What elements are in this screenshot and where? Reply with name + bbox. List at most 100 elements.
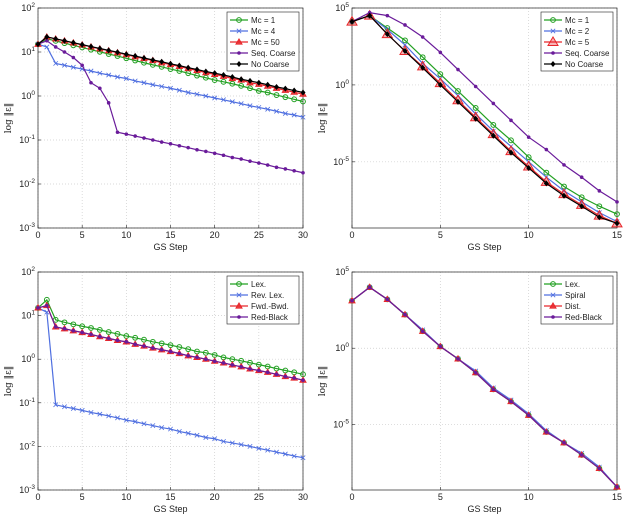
x-tick-label: 10 [121, 230, 131, 240]
marker [124, 132, 129, 136]
marker [115, 338, 120, 343]
x-tick-label: 15 [165, 492, 175, 502]
marker [62, 62, 67, 68]
marker-stroke [79, 407, 85, 413]
marker [70, 406, 76, 411]
legend-marker [236, 292, 242, 298]
marker [491, 387, 496, 392]
marker-stroke [115, 415, 120, 421]
legend: Lex. Rev. Lex. Fwd.-Bwd. Red-Black [226, 275, 300, 325]
marker [472, 105, 479, 111]
marker [291, 87, 297, 94]
legend-label: Mc = 50 [251, 38, 280, 47]
y-tick-label: 10-2 [19, 440, 35, 451]
y-tick-label: 10-1 [19, 134, 35, 145]
legend: Mc = 1 Mc = 2 Mc = 5 Seq. Coarse No Coarse [540, 11, 614, 72]
subplot: 0 5 10 15 20 25 30 10-3 10-2 10-1 100 101 102 GS Step… [4, 266, 308, 514]
x-axis-label: GS Step [467, 504, 501, 514]
marker [151, 138, 155, 142]
legend-marker [549, 302, 557, 309]
marker [300, 89, 306, 96]
x-tick-label: 0 [35, 230, 40, 240]
marker [403, 312, 407, 317]
marker [402, 37, 408, 44]
marker-stroke [176, 87, 182, 93]
legend-marker [237, 51, 241, 55]
marker [159, 140, 164, 144]
marker [71, 55, 76, 60]
marker [44, 44, 50, 50]
x-tick-label: 25 [254, 230, 264, 240]
marker [132, 334, 139, 341]
marker [248, 159, 252, 163]
marker [221, 97, 226, 103]
legend-label: Dist. [565, 302, 581, 311]
axes-frame [351, 271, 618, 491]
marker [367, 12, 373, 19]
marker [579, 175, 584, 180]
series-line [351, 14, 618, 223]
marker-stroke [221, 97, 226, 103]
x-tick-label: 0 [349, 492, 354, 502]
marker [292, 376, 296, 380]
marker [265, 370, 270, 375]
marker [150, 56, 156, 63]
marker [98, 334, 102, 339]
marker [385, 297, 390, 302]
marker-stroke [176, 428, 182, 434]
marker-stroke [256, 104, 262, 110]
marker [168, 141, 173, 146]
marker [508, 149, 514, 156]
marker [115, 49, 120, 56]
x-tick-label: 0 [349, 230, 354, 240]
marker [185, 346, 192, 353]
legend-label: No Coarse [251, 60, 290, 69]
marker [239, 157, 243, 161]
marker [53, 45, 58, 49]
marker-stroke [194, 91, 200, 97]
marker-stroke [132, 419, 138, 425]
marker [221, 361, 226, 365]
marker [282, 85, 288, 92]
marker [212, 436, 218, 442]
legend: Mc = 1 Mc = 4 Mc = 50 Seq. Coarse No Coarse [226, 11, 300, 72]
marker [132, 78, 138, 84]
marker [596, 203, 603, 210]
marker [194, 66, 200, 73]
marker [88, 68, 94, 74]
x-tick-label: 10 [121, 492, 131, 502]
marker [420, 35, 425, 39]
x-tick-label: 30 [298, 492, 308, 502]
series-line [351, 286, 618, 488]
legend-label: Red-Black [565, 313, 603, 322]
marker-stroke [141, 421, 147, 427]
marker [186, 353, 190, 358]
marker [437, 81, 443, 88]
y-axis-label: log ‖ε‖ [318, 103, 328, 134]
marker [142, 344, 146, 348]
legend-label: Seq. Coarse [565, 49, 610, 58]
legend-label: Fwd.-Bwd. [251, 302, 289, 311]
marker [301, 170, 305, 175]
legend-marker [236, 28, 242, 34]
marker [106, 72, 112, 78]
marker [238, 76, 244, 83]
marker [150, 423, 156, 429]
legend-marker [551, 315, 555, 319]
marker [150, 82, 156, 88]
marker [203, 93, 209, 99]
marker [79, 41, 85, 48]
marker [562, 163, 566, 167]
marker [229, 74, 235, 81]
marker-stroke [185, 430, 191, 436]
marker-stroke [115, 74, 120, 80]
marker [544, 147, 549, 152]
marker [106, 413, 112, 419]
marker [212, 151, 217, 156]
y-tick-label: 100 [21, 353, 35, 364]
x-tick-label: 0 [35, 492, 40, 502]
marker [248, 367, 252, 371]
marker [238, 442, 244, 448]
marker-stroke [62, 404, 67, 410]
marker [420, 329, 425, 334]
